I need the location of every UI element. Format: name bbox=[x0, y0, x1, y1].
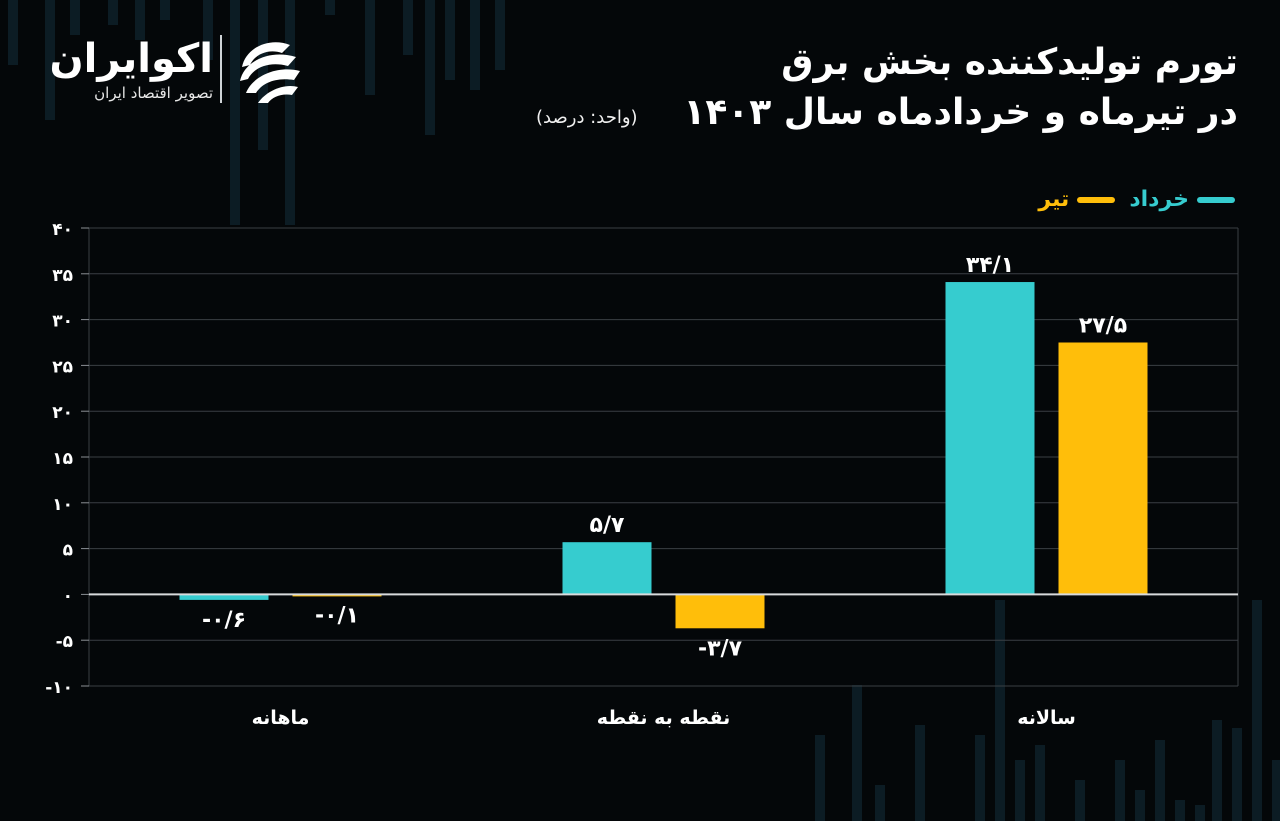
decor-candle bbox=[70, 0, 80, 35]
y-tick-label: ۲۵ bbox=[52, 357, 73, 377]
brand-tagline: تصویر اقتصاد ایران bbox=[94, 84, 213, 102]
unit-note: (واحد: درصد) bbox=[536, 107, 638, 128]
decor-candle bbox=[852, 685, 862, 821]
data-label: -۰/۱ bbox=[315, 603, 359, 628]
brand-logo: اکوایران تصویر اقتصاد ایران bbox=[48, 33, 308, 108]
bar-khordad bbox=[562, 542, 652, 595]
decor-candle bbox=[1155, 740, 1165, 821]
ecoiran-logo-icon bbox=[240, 42, 300, 103]
decor-candle bbox=[1252, 600, 1262, 821]
decor-candle bbox=[1135, 790, 1145, 821]
legend-swatch-khordad bbox=[1197, 196, 1235, 203]
bar-tir bbox=[1058, 342, 1148, 595]
decor-candle bbox=[1035, 745, 1045, 821]
logo-divider bbox=[220, 35, 222, 103]
chart-title: تورم تولیدکننده بخش برق در تیرماه و خردا… bbox=[683, 38, 1238, 138]
data-label: ۲۷/۵ bbox=[1079, 314, 1127, 339]
decor-candle bbox=[975, 735, 985, 821]
decor-candle bbox=[403, 0, 413, 55]
y-tick-label: ۱۵ bbox=[52, 449, 73, 469]
data-label: ۵/۷ bbox=[590, 513, 625, 538]
data-label: -۳/۷ bbox=[698, 636, 743, 661]
brand-name: اکوایران bbox=[49, 36, 213, 82]
legend: خرداد تیر bbox=[1038, 187, 1235, 212]
y-tick-label: -۱۰ bbox=[45, 678, 73, 698]
y-tick-label: -۵ bbox=[56, 632, 73, 652]
data-label: ۳۴/۱ bbox=[966, 253, 1014, 278]
decor-candle bbox=[1272, 760, 1280, 821]
bar-khordad bbox=[179, 594, 269, 600]
decor-candle bbox=[160, 0, 170, 20]
decor-candle bbox=[8, 0, 18, 65]
decor-candle bbox=[325, 0, 335, 15]
bar-khordad bbox=[945, 282, 1035, 595]
decor-candle bbox=[425, 0, 435, 135]
decor-candle bbox=[108, 0, 118, 25]
y-tick-label: ۳۵ bbox=[52, 266, 73, 286]
chart-title-line2: در تیرماه و خردادماه سال ۱۴۰۳ bbox=[683, 92, 1238, 133]
legend-label-khordad: خرداد bbox=[1129, 187, 1189, 212]
legend-swatch-tir bbox=[1077, 196, 1116, 203]
decor-candle bbox=[495, 0, 505, 70]
decor-candle bbox=[470, 0, 480, 90]
decor-candle bbox=[45, 0, 55, 120]
decor-candle bbox=[365, 0, 375, 95]
y-tick-label: ۰ bbox=[63, 586, 73, 606]
y-tick-label: ۲۰ bbox=[52, 403, 73, 423]
data-label: -۰/۶ bbox=[202, 608, 246, 633]
decor-candle bbox=[285, 0, 295, 225]
decor-candle bbox=[995, 600, 1005, 821]
decor-candle bbox=[1075, 780, 1085, 821]
bar-tir bbox=[675, 594, 765, 629]
decor-candle bbox=[875, 785, 885, 821]
decor-candle bbox=[915, 725, 925, 821]
decor-candle bbox=[230, 0, 240, 225]
decor-candle bbox=[1175, 800, 1185, 821]
legend-item-khordad: خرداد bbox=[1129, 187, 1235, 212]
y-tick-label: ۳۰ bbox=[52, 312, 73, 332]
x-tick-label: سالانه bbox=[1017, 707, 1076, 729]
x-tick-label: نقطه به نقطه bbox=[597, 707, 731, 729]
decor-candle bbox=[203, 0, 213, 60]
x-tick-label: ماهانه bbox=[252, 707, 310, 729]
y-tick-label: ۱۰ bbox=[52, 495, 73, 515]
y-tick-label: ۴۰ bbox=[52, 220, 73, 240]
legend-item-tir: تیر bbox=[1038, 187, 1116, 212]
decor-candle bbox=[1195, 805, 1205, 821]
chart-title-line1: تورم تولیدکننده بخش برق bbox=[781, 42, 1238, 83]
decor-candle bbox=[445, 0, 455, 80]
decor-candle bbox=[1115, 760, 1125, 821]
decor-candle bbox=[258, 0, 268, 150]
decor-candle bbox=[815, 735, 825, 821]
decor-candle bbox=[1212, 720, 1222, 821]
decor-candle bbox=[1015, 760, 1025, 821]
decor-candle bbox=[1232, 728, 1242, 821]
y-tick-label: ۵ bbox=[63, 541, 73, 561]
decor-candle bbox=[135, 0, 145, 40]
legend-label-tir: تیر bbox=[1038, 187, 1070, 212]
